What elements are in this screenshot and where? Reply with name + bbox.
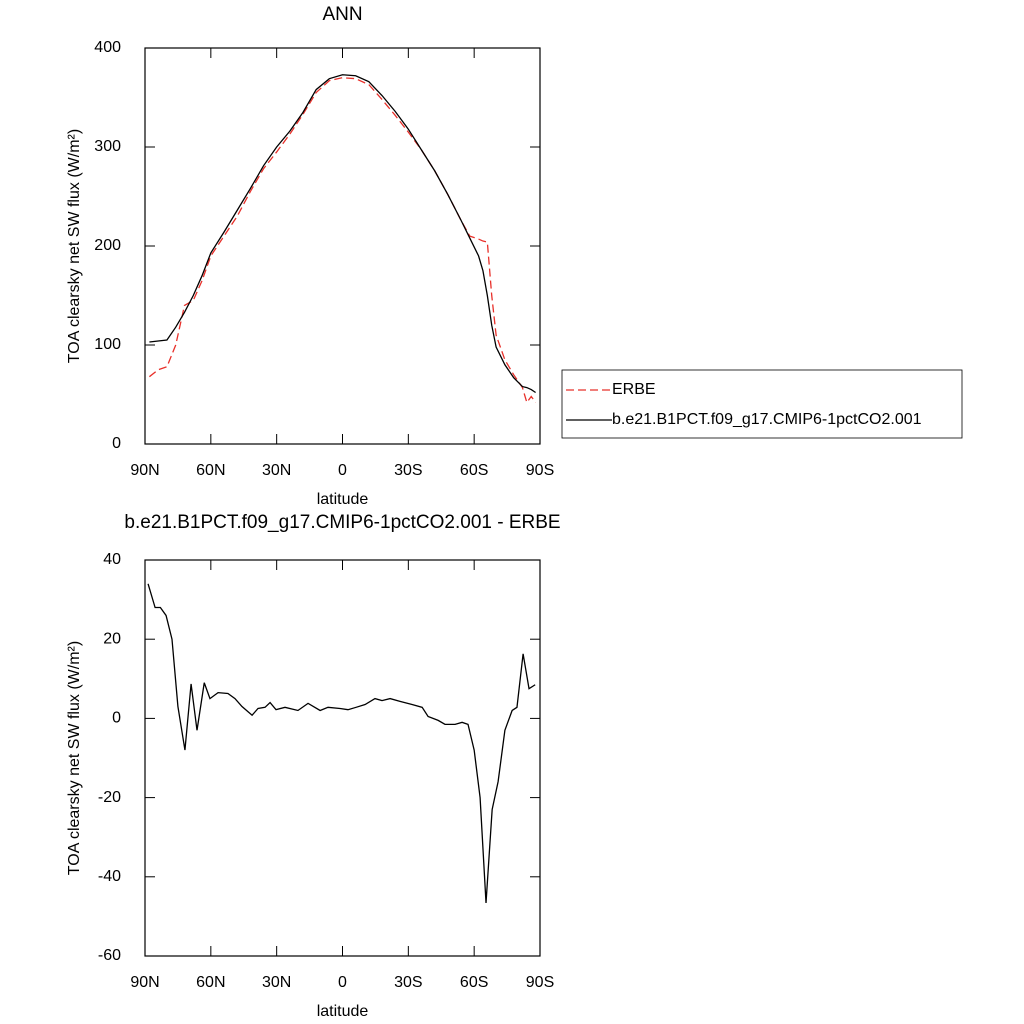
x-tick-label: 60S — [460, 462, 488, 479]
data-line — [148, 77, 537, 404]
y-axis-label: TOA clearsky net SW flux (W/m²) — [66, 641, 83, 875]
x-axis-label: latitude — [317, 1003, 369, 1020]
x-tick-label: 30N — [262, 462, 291, 479]
chart-title: ANN — [322, 4, 362, 25]
y-tick-label: 0 — [112, 435, 121, 452]
y-tick-label: 20 — [103, 630, 121, 647]
x-tick-label: 90N — [130, 974, 159, 991]
plot-frame — [144, 559, 541, 957]
plot: b.e21.B1PCT.f09_g17.CMIP6-1pctCO2.001 - … — [66, 512, 560, 1020]
y-tick-label: 100 — [94, 336, 121, 353]
legend-label: ERBE — [612, 381, 656, 398]
x-tick-label: 90S — [526, 462, 554, 479]
x-tick-label: 90N — [130, 462, 159, 479]
y-tick-label: 0 — [112, 710, 121, 727]
y-tick-label: 400 — [94, 39, 121, 56]
x-axis-label: latitude — [317, 491, 369, 508]
x-tick-label: 60N — [196, 462, 225, 479]
y-tick-label: 200 — [94, 237, 121, 254]
y-tick-label: 40 — [103, 551, 121, 568]
y-tick-label: 300 — [94, 138, 121, 155]
legend-box — [561, 369, 963, 439]
x-tick-label: 60S — [460, 974, 488, 991]
legend: ERBE b.e21.B1PCT.f09_g17.CMIP6-1pctCO2.00… — [561, 369, 963, 439]
x-tick-label: 30S — [394, 974, 422, 991]
chart-title: b.e21.B1PCT.f09_g17.CMIP6-1pctCO2.001 - … — [124, 512, 560, 533]
plot-frame — [144, 47, 541, 445]
y-tick-label: -20 — [98, 789, 121, 806]
x-tick-label: 0 — [338, 462, 347, 479]
y-axis-label: TOA clearsky net SW flux (W/m²) — [66, 129, 83, 363]
y-tick-label: -40 — [98, 868, 121, 885]
y-tick-label: -60 — [98, 947, 121, 964]
data-line — [149, 74, 536, 394]
data-line — [147, 583, 536, 903]
x-tick-label: 90S — [526, 974, 554, 991]
x-tick-label: 30S — [394, 462, 422, 479]
x-tick-label: 0 — [338, 974, 347, 991]
x-tick-label: 30N — [262, 974, 291, 991]
legend-label: b.e21.B1PCT.f09_g17.CMIP6-1pctCO2.001 — [612, 411, 922, 428]
x-tick-label: 60N — [196, 974, 225, 991]
plot: ANN latitude TOA clearsky net SW flux (W/m… — [66, 4, 963, 508]
